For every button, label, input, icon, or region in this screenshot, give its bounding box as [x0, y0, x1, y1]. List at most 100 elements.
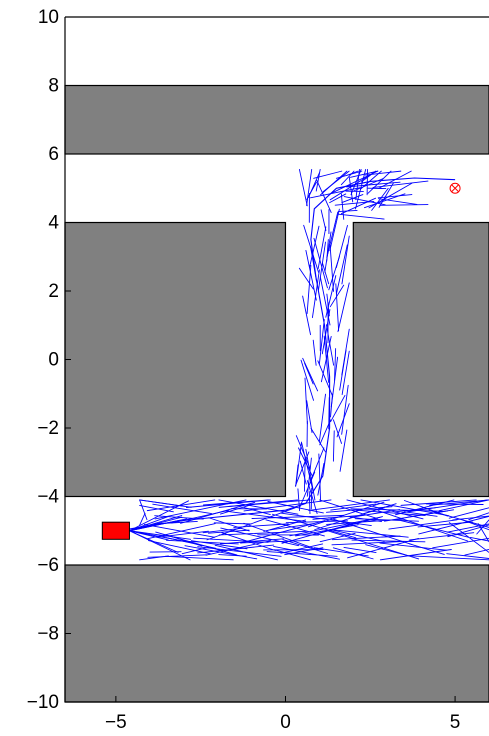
- tree-edge: [350, 170, 379, 178]
- tree-edge: [346, 181, 401, 188]
- tree-edge: [273, 546, 341, 560]
- tree-edge: [350, 508, 443, 512]
- tree-edge: [322, 262, 330, 285]
- tree-edge: [301, 442, 314, 492]
- tree-edge: [146, 499, 216, 512]
- tree-edge: [407, 510, 449, 518]
- tree-edge: [306, 181, 317, 200]
- tree-edge: [343, 196, 386, 206]
- tree-edge: [363, 193, 406, 209]
- tree-edge: [202, 527, 242, 534]
- tree-edge: [336, 403, 350, 438]
- y-tick-label: −10: [27, 692, 59, 713]
- tree-edge: [341, 350, 350, 395]
- tree-edge: [269, 523, 314, 531]
- y-tick-label: −2: [37, 418, 59, 439]
- tree-edge: [318, 241, 326, 291]
- tree-edge: [303, 224, 319, 273]
- tree-edge: [274, 549, 311, 561]
- tree-edge: [205, 540, 272, 556]
- tree-edge: [143, 523, 216, 538]
- x-axis-ticks: −5 0 5: [105, 696, 460, 733]
- tree-edge: [328, 517, 412, 545]
- obstacle-right-block: [352, 221, 489, 498]
- tree-edge: [425, 503, 484, 505]
- y-tick-label: −6: [37, 555, 59, 576]
- tree-edge: [317, 226, 327, 269]
- tree-edge: [335, 283, 340, 332]
- tree-edge: [208, 529, 250, 534]
- tree-edge: [154, 515, 204, 520]
- goal-marker: [449, 182, 461, 194]
- tree-edge: [266, 551, 338, 557]
- obstacle-left-block: [64, 221, 287, 498]
- tree-edge: [310, 447, 325, 482]
- tree-edge: [193, 537, 269, 543]
- tree-edge: [304, 377, 308, 425]
- tree-edge: [302, 295, 311, 336]
- tree-edge: [348, 516, 383, 523]
- tree-edge: [280, 543, 324, 554]
- tree-edge: [311, 269, 320, 319]
- tree-edge: [318, 453, 322, 502]
- tree-edge: [181, 546, 210, 555]
- tree-edge: [306, 265, 312, 315]
- plot-area: [64, 16, 489, 703]
- tree-edge: [320, 209, 327, 231]
- x-tick-label: 5: [450, 712, 461, 733]
- tree-edge: [340, 197, 377, 215]
- tree-edge: [464, 549, 489, 556]
- tree-edge: [197, 546, 282, 557]
- tree-edge: [295, 451, 310, 487]
- y-tick-label: 2: [48, 281, 59, 302]
- tree-edge: [329, 208, 340, 252]
- tree-edge: [322, 170, 350, 193]
- x-tick-label: 0: [280, 712, 291, 733]
- tree-edge: [323, 335, 330, 383]
- tree-edge: [164, 555, 234, 561]
- tree-edge: [319, 532, 356, 543]
- tree-edge: [326, 518, 404, 525]
- tree-edge: [308, 491, 311, 515]
- tree-edge: [319, 499, 378, 519]
- goal-cross-b: [451, 184, 459, 193]
- tree-edge: [337, 282, 350, 333]
- tree-edge: [218, 499, 299, 515]
- tree-edge: [365, 544, 411, 557]
- start-marker: [101, 521, 130, 540]
- tree-edge: [166, 539, 239, 545]
- tree-edge: [371, 187, 389, 211]
- obstacle-bottom-wall: [64, 564, 489, 703]
- y-tick-label: 4: [48, 213, 59, 234]
- tree-edge: [154, 499, 247, 520]
- tree-edge: [330, 394, 346, 423]
- tree-edge: [339, 429, 348, 472]
- tree-edge: [329, 284, 345, 308]
- tree-edge: [367, 170, 392, 194]
- tree-edge: [285, 520, 348, 524]
- tree-edge: [319, 419, 331, 446]
- tree-edge: [329, 529, 409, 538]
- tree-edge: [197, 544, 275, 554]
- tree-edge: [304, 362, 314, 385]
- y-tick-label: −8: [37, 624, 59, 645]
- y-tick-label: 6: [48, 144, 59, 165]
- tree-edge: [289, 516, 381, 537]
- tree-edge: [295, 524, 359, 537]
- tree-edge: [208, 517, 250, 532]
- main-path: [119, 177, 456, 532]
- tree-edge: [400, 499, 477, 506]
- tree-edge: [299, 471, 316, 508]
- tree-edge: [409, 555, 489, 561]
- tree-edge: [243, 522, 319, 551]
- y-tick-label: 0: [48, 350, 59, 371]
- tree-edge: [377, 194, 413, 199]
- tree-edge: [295, 464, 299, 487]
- tree-edge: [306, 168, 313, 206]
- tree-edge: [305, 249, 317, 301]
- tree-edge: [354, 509, 426, 516]
- tree-edge: [300, 359, 314, 401]
- tree-edge: [310, 187, 361, 199]
- tree-edge: [313, 237, 328, 289]
